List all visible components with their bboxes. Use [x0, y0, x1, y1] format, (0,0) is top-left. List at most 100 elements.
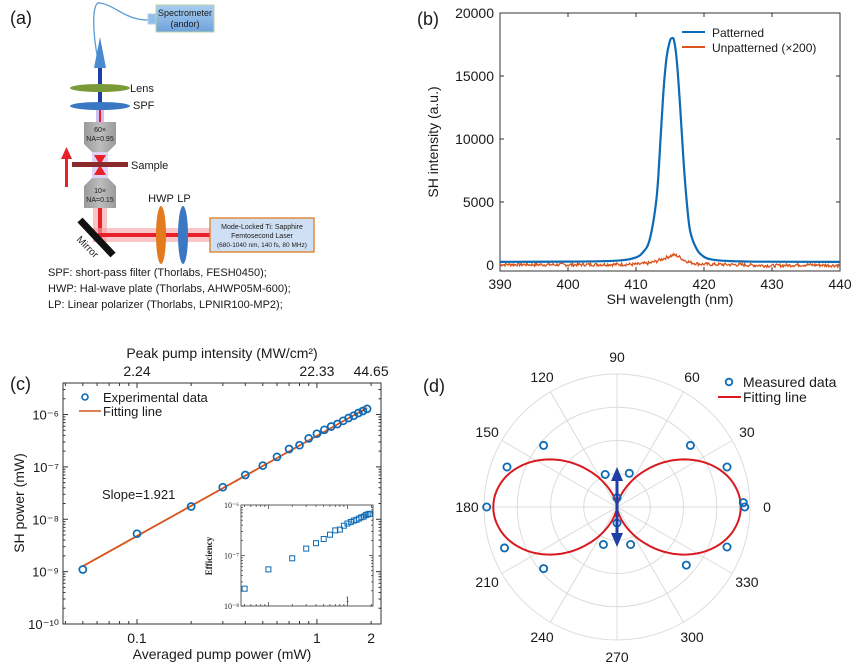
legend-c: Experimental data Fitting line [79, 390, 209, 419]
data-point-d [600, 469, 610, 479]
panel-label-d: (d) [423, 376, 445, 396]
x-tick-label-b: 390 [488, 276, 512, 292]
polar-spoke [616, 440, 733, 508]
focus-cone-bottom [94, 165, 106, 175]
polar-angle-label: 120 [530, 369, 554, 385]
inset-data-point [336, 526, 343, 533]
y-tick-label-b: 15000 [455, 68, 494, 84]
top-x-tick-label-c: 2.24 [123, 363, 150, 379]
panel-b-spectrum-chart: (b) 390 400 410 420 430 440 0 5000 10000 15000 200… [417, 5, 852, 307]
series-line-unpatterned [499, 252, 841, 270]
polar-spoke [616, 506, 733, 574]
panel-c-power-chart: (c) Peak pump intensity (MW/cm²) 0.1 1 22.… [10, 345, 389, 662]
focus-cone-top [94, 155, 106, 165]
panel-a: (a) Spectrometer (andor) Lens SPF 60× NA… [10, 2, 315, 311]
laser-beam-horizontal [98, 233, 211, 237]
x-tick-label-c: 2 [367, 630, 375, 646]
x-tick-label-b: 440 [828, 276, 852, 292]
inset-x-tick-label: 1 [346, 595, 350, 604]
inset-y-tick-label: 10⁻⁶ [224, 501, 239, 510]
plot-frame-b [499, 12, 841, 272]
x-tick-label-b: 420 [692, 276, 716, 292]
x-tick-label-c: 0.1 [127, 630, 147, 646]
polarization-arrow [611, 467, 623, 547]
translation-arrow-head [61, 147, 72, 159]
slope-annotation: Slope=1.921 [102, 487, 175, 502]
hwp-icon [156, 206, 166, 264]
data-point-c [272, 452, 282, 462]
laser-beam-vertical [98, 208, 102, 242]
spf-label: SPF [133, 100, 155, 112]
legend-b: Patterned Unpatterned (×200) [682, 26, 816, 55]
data-point-c [362, 404, 372, 414]
inset-efficiency-chart: 1 10⁻⁸ 10⁻⁷ 10⁻⁶ Efficiency [204, 501, 374, 611]
objective-60x-icon [84, 122, 116, 152]
inset-data-point [241, 585, 248, 592]
top-x-tick-label-c: 44.65 [354, 363, 389, 379]
data-point-c [312, 429, 322, 439]
data-point-d [685, 440, 695, 450]
note-spf: SPF: short-pass filter (Thorlabs, FESH04… [48, 267, 267, 279]
x-axis-label-c: Averaged pump power (mW) [133, 646, 312, 662]
panel-d-polar-chart: (d) 0 30 60 90 120 150 180 210 240 270 300 330 Meas… [423, 349, 837, 664]
inset-data-point [313, 540, 319, 547]
data-point-c [284, 444, 294, 454]
data-point-c [320, 425, 329, 435]
data-point-d [539, 564, 549, 574]
polar-angle-label: 150 [475, 424, 499, 440]
fiber-coupler [147, 13, 157, 25]
translation-arrow-shaft [65, 157, 68, 187]
inset-data-point [327, 531, 333, 538]
y-tick-label-c: 10⁻⁹ [32, 565, 59, 580]
polar-angle-label: 300 [680, 629, 704, 645]
y-axis-label-b: SH intensity (a.u.) [425, 86, 441, 197]
inset-data-point [344, 520, 351, 527]
lp-label: LP [177, 193, 190, 205]
objective-10x-icon [84, 178, 116, 208]
inset-y-tick-label: 10⁻⁸ [224, 602, 239, 611]
polar-spoke [616, 506, 684, 623]
data-point-c [295, 440, 304, 450]
objective-60x-mag: 60× [94, 127, 106, 134]
spectrometer-label: Spectrometer [158, 8, 212, 18]
polar-angle-label: 270 [605, 649, 629, 664]
data-point-c [354, 408, 363, 418]
legend-label-fit-d: Fitting line [743, 389, 807, 405]
data-point-d [482, 502, 492, 512]
legend-d: Measured data Fitting line [718, 374, 837, 405]
mixed-beam [99, 110, 101, 122]
spectrometer-box [155, 4, 215, 33]
inset-y-tick-label: 10⁻⁷ [224, 552, 239, 561]
legend-label-measured: Measured data [743, 374, 837, 390]
data-point-d [681, 560, 691, 570]
data-point-d [722, 462, 732, 472]
data-point-c [240, 470, 250, 480]
top-axis-label-c: Peak pump intensity (MW/cm²) [126, 345, 317, 361]
inset-y-label: Efficiency [204, 536, 214, 575]
optical-fiber [93, 2, 149, 61]
laser-box [209, 217, 315, 253]
series-line-patterned [499, 36, 841, 263]
legend-label-unpatterned: Unpatterned (×200) [712, 41, 816, 55]
note-hwp: HWP: Hal-wave plate (Thorlabs, AHWP05M-6… [48, 283, 291, 295]
objective-10x-na: NA=0.15 [86, 197, 114, 204]
y-tick-label-b: 5000 [463, 194, 494, 210]
sample-icon [72, 162, 128, 167]
objective-60x-na: NA=0.95 [86, 136, 114, 143]
data-point-d [539, 440, 549, 450]
data-point-d [738, 498, 748, 508]
polar-spoke [501, 440, 618, 508]
laser-label-1: Mode-Locked Ti: Sapphire [221, 224, 303, 231]
data-point-d [626, 540, 636, 550]
y-tick-label-c: 10⁻¹⁰ [28, 617, 59, 632]
polar-angle-label: 30 [739, 424, 755, 440]
y-tick-label-c: 10⁻⁷ [33, 460, 59, 475]
legend-label-fitting: Fitting line [103, 404, 162, 419]
inset-data-point [303, 545, 310, 552]
x-axis-label-b: SH wavelength (nm) [607, 291, 734, 307]
y-tick-label-c: 10⁻⁸ [32, 512, 59, 527]
data-point-d [624, 468, 634, 478]
data-point-c [186, 502, 196, 511]
objective-10x-mag: 10× [94, 188, 106, 195]
y-tick-label-b: 10000 [455, 131, 494, 147]
